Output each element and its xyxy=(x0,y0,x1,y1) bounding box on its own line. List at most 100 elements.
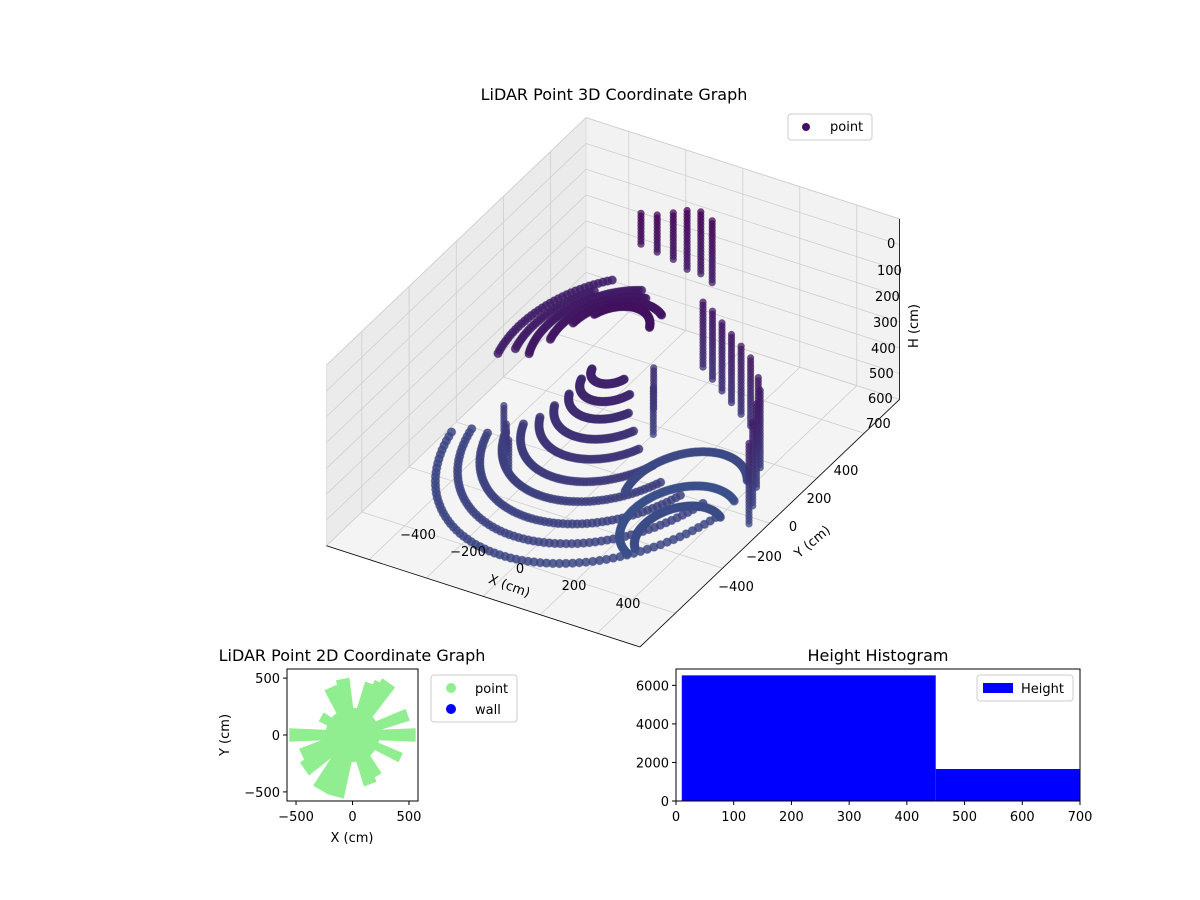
point-ray xyxy=(351,708,410,739)
lidar-point xyxy=(727,399,736,407)
y-axis-label: Y (cm) xyxy=(791,523,834,562)
chart-hist-title: Height Histogram xyxy=(808,646,949,665)
point-ray xyxy=(349,681,377,737)
histogram-bars xyxy=(681,675,1080,801)
point-ray xyxy=(351,732,403,763)
y-gridline xyxy=(550,331,865,434)
lidar-point xyxy=(745,520,753,528)
point-ray xyxy=(349,733,382,780)
z-tick-label: 300 xyxy=(873,316,898,331)
x-tick-label: 100 xyxy=(721,810,746,825)
x-tick-label: 600 xyxy=(1010,810,1035,825)
lidar-point xyxy=(623,408,634,418)
chart-3d-title: LiDAR Point 3D Coordinate Graph xyxy=(481,85,748,104)
lidar-point xyxy=(718,387,726,395)
lidar-point xyxy=(653,248,661,256)
x-tick-label: −400 xyxy=(400,528,436,543)
point-ray xyxy=(336,677,357,736)
legend-hist: Height xyxy=(976,674,1074,702)
z-tick-label: 400 xyxy=(871,342,896,357)
x-tick-label: 500 xyxy=(397,810,422,825)
point-cloud-2d xyxy=(289,677,416,799)
lidar-point xyxy=(620,486,630,497)
x-tick-label: 300 xyxy=(837,810,862,825)
lidar-point xyxy=(655,477,666,487)
z-gridline xyxy=(326,168,587,418)
z-tick-label: 0 xyxy=(887,237,895,252)
lidar-point xyxy=(625,389,635,400)
point-ray xyxy=(324,684,357,737)
x-tick-label: 0 xyxy=(672,810,680,825)
legend-frame xyxy=(976,674,1074,702)
lidar-point xyxy=(699,363,707,371)
lidar-point xyxy=(708,375,717,383)
lidar-point xyxy=(628,426,639,436)
legend-2d: point wall xyxy=(430,674,518,723)
y-tick-label: 400 xyxy=(834,464,859,479)
lidar-point xyxy=(634,444,644,454)
y-tick-label: 2000 xyxy=(636,756,669,771)
lidar-point xyxy=(708,279,716,287)
z-gridline xyxy=(326,220,587,469)
z-gridline xyxy=(585,117,900,220)
y-tick-label: −200 xyxy=(746,550,782,565)
scatter2d-plot: LiDAR Point 2D Coordinate Graph −500−500… xyxy=(218,646,518,846)
z-axis-label: H (cm) xyxy=(907,304,922,348)
histogram-bar xyxy=(681,675,936,801)
x-tick-label: 400 xyxy=(616,597,641,612)
x-gridline xyxy=(596,385,858,634)
z-gridline xyxy=(585,143,900,246)
legend-frame xyxy=(787,113,873,141)
lidar-point xyxy=(697,270,705,278)
lidar-point xyxy=(510,344,521,354)
z-gridline xyxy=(326,143,587,392)
y-tick-label: 0 xyxy=(272,729,280,744)
histogram-plot: Height Histogram 0 100 200 300 400 500 600 7000… xyxy=(636,646,1093,825)
lidar-point xyxy=(649,430,657,438)
chart-2d-title: LiDAR Point 2D Coordinate Graph xyxy=(219,646,486,665)
legend-label-point: point xyxy=(475,682,508,697)
legend-3d: point xyxy=(787,113,873,141)
lidar-point xyxy=(545,334,555,344)
x-axis-line xyxy=(326,545,641,648)
y-gridline xyxy=(503,376,818,479)
y-tick-label: 500 xyxy=(255,672,280,687)
z-tick-label: 200 xyxy=(875,290,900,305)
lidar-point xyxy=(493,348,503,359)
axes-frame-hist xyxy=(675,668,1081,802)
lidar-point xyxy=(669,255,677,263)
lidar-point xyxy=(737,410,745,418)
z-tick-label: 600 xyxy=(868,392,893,407)
point-ray xyxy=(328,733,358,799)
x-tick-label: 0 xyxy=(516,562,524,577)
lidar-point xyxy=(505,467,513,475)
legend-swatch-height xyxy=(983,683,1013,693)
x-tick-label: 200 xyxy=(562,579,587,594)
x-tick-label: 0 xyxy=(348,810,356,825)
z-tick-label: 100 xyxy=(877,264,902,279)
legend-label-height: Height xyxy=(1021,682,1064,697)
y-tick-label: −500 xyxy=(244,786,280,801)
lidar-point xyxy=(524,349,534,359)
y-tick-label: 6000 xyxy=(636,679,669,694)
legend-label-point: point xyxy=(830,120,863,135)
z-gridline xyxy=(326,297,587,547)
legend-marker-point xyxy=(802,123,810,131)
z-tick-label: 500 xyxy=(869,367,894,382)
z-gridline xyxy=(326,194,587,443)
lidar-point xyxy=(619,374,629,384)
z-axis: 0 100 200 300 400 500 600 700 H (cm) xyxy=(866,237,922,432)
scatter3d-plot: LiDAR Point 3D Coordinate Graph −400 −20… xyxy=(325,85,922,648)
ticks-2d: −500 −500 0 0 500 500 xyxy=(244,672,421,825)
lidar-point xyxy=(623,548,633,559)
z-gridline xyxy=(326,246,587,495)
ticks-hist: 0 100 200 300 400 500 600 700 0 2000 4000 6000 xyxy=(636,679,1093,825)
legend-marker-wall xyxy=(446,704,456,714)
lidar-point xyxy=(568,318,578,328)
x-tick-label: −500 xyxy=(278,810,314,825)
y-tick-label: 0 xyxy=(661,795,669,810)
y-tick-label: 200 xyxy=(807,492,832,507)
x-tick-label: −200 xyxy=(450,545,486,560)
lidar-point xyxy=(630,544,640,554)
